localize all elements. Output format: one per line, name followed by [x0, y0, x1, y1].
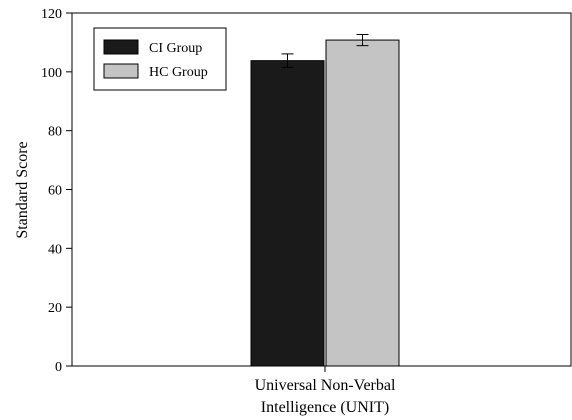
y-tick-label: 100 — [41, 66, 62, 81]
x-tick-label-line-2: Intelligence (UNIT) — [261, 399, 389, 416]
legend-box — [93, 27, 227, 91]
legend-label-ci-group: CI Group — [149, 41, 202, 56]
y-tick-label: 60 — [48, 184, 62, 199]
bar-hc-group — [325, 39, 400, 367]
y-tick-label: 20 — [48, 301, 62, 316]
error-bar-ci-group — [281, 53, 294, 68]
y-tick-label: 40 — [48, 242, 62, 257]
x-tick-label-line-1: Universal Non-Verbal — [255, 377, 396, 394]
legend-swatch-hc-group — [103, 63, 139, 79]
y-tick-label: 120 — [41, 7, 62, 22]
legend-label-hc-group: HC Group — [149, 65, 208, 80]
error-bar-hc-group — [356, 33, 369, 47]
y-tick-label: 80 — [48, 125, 62, 140]
legend: CI Group HC Group — [93, 27, 227, 91]
bar-ci-group — [250, 60, 325, 367]
y-axis-label: Standard Score — [14, 141, 31, 238]
y-ticks: 0 20 40 60 80 100 120 — [41, 7, 72, 375]
y-tick-label: 0 — [55, 360, 62, 375]
bars — [250, 33, 400, 367]
legend-swatch-ci-group — [103, 39, 139, 55]
